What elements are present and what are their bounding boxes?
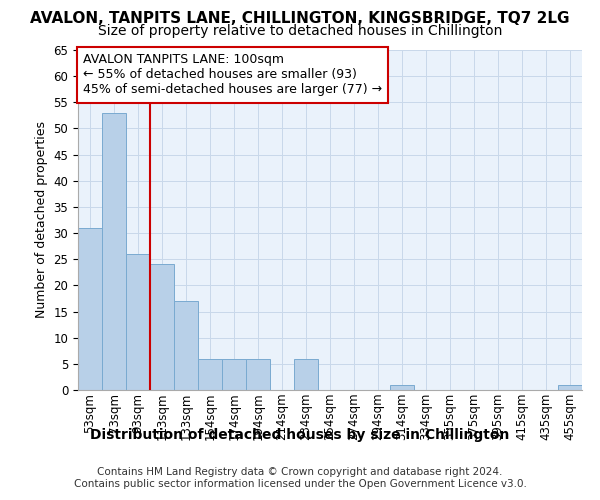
Bar <box>294 358 318 390</box>
Y-axis label: Number of detached properties: Number of detached properties <box>35 122 48 318</box>
Text: AVALON, TANPITS LANE, CHILLINGTON, KINGSBRIDGE, TQ7 2LG: AVALON, TANPITS LANE, CHILLINGTON, KINGS… <box>30 11 570 26</box>
Bar <box>126 254 150 390</box>
Bar <box>558 385 582 390</box>
Bar <box>198 358 222 390</box>
Text: Size of property relative to detached houses in Chillington: Size of property relative to detached ho… <box>98 24 502 38</box>
Bar <box>390 385 414 390</box>
Text: AVALON TANPITS LANE: 100sqm
← 55% of detached houses are smaller (93)
45% of sem: AVALON TANPITS LANE: 100sqm ← 55% of det… <box>83 54 382 96</box>
Text: Distribution of detached houses by size in Chillington: Distribution of detached houses by size … <box>91 428 509 442</box>
Bar <box>150 264 174 390</box>
Text: Contains HM Land Registry data © Crown copyright and database right 2024.
Contai: Contains HM Land Registry data © Crown c… <box>74 468 526 489</box>
Bar <box>78 228 102 390</box>
Bar <box>246 358 270 390</box>
Bar <box>174 301 198 390</box>
Bar <box>222 358 246 390</box>
Bar <box>102 113 126 390</box>
